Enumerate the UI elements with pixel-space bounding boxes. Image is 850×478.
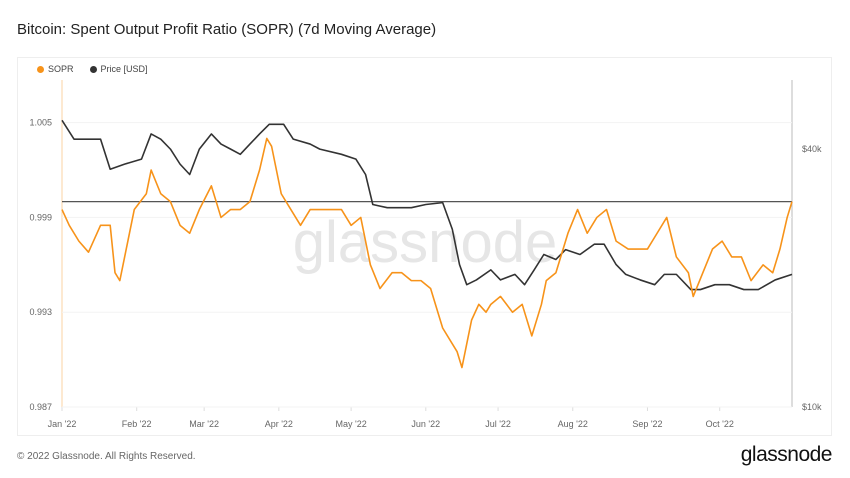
y-right-tick-label: $40k — [802, 144, 822, 154]
price-line — [61, 119, 793, 291]
watermark: glassnode — [293, 210, 557, 275]
chart-card — [17, 57, 832, 436]
x-tick-label: Aug '22 — [558, 419, 588, 429]
copyright: © 2022 Glassnode. All Rights Reserved. — [17, 451, 196, 462]
y-left-tick-label: 0.987 — [29, 402, 52, 412]
x-tick-label: Feb '22 — [122, 419, 152, 429]
y-left-tick-label: 1.005 — [29, 118, 52, 128]
x-tick-label: May '22 — [335, 419, 366, 429]
legend: SOPR Price [USD] — [37, 64, 148, 74]
x-tick-label: Jan '22 — [48, 419, 77, 429]
x-tick-label: Sep '22 — [632, 419, 662, 429]
glassnode-logo: glassnode — [740, 443, 833, 466]
x-tick-label: Mar '22 — [189, 419, 219, 429]
legend-label: Price [USD] — [100, 64, 148, 74]
x-tick-label: Apr '22 — [265, 419, 293, 429]
legend-item-sopr[interactable]: SOPR — [37, 64, 74, 74]
x-tick-label: Jun '22 — [411, 419, 440, 429]
legend-label: SOPR — [48, 64, 74, 74]
sopr-line — [61, 137, 793, 369]
sopr-dot-icon — [37, 66, 44, 73]
y-left-tick-label: 0.993 — [29, 307, 52, 317]
y-right-tick-label: $10k — [802, 402, 822, 412]
x-tick-label: Jul '22 — [485, 419, 511, 429]
y-left-tick-label: 0.999 — [29, 212, 52, 222]
legend-item-price[interactable]: Price [USD] — [89, 64, 148, 74]
price-dot-icon — [89, 66, 97, 73]
x-tick-label: Oct '22 — [706, 419, 734, 429]
chart-title: Bitcoin: Spent Output Profit Ratio (SOPR… — [17, 21, 437, 38]
